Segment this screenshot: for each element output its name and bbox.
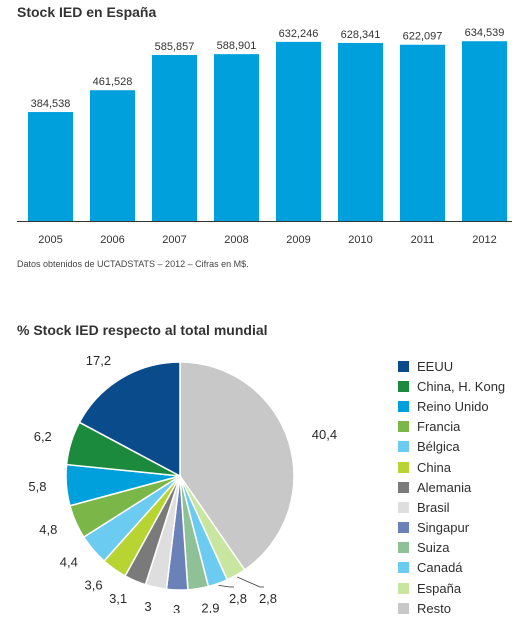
legend-swatch: [398, 522, 409, 534]
legend-item: España: [398, 578, 505, 598]
legend-swatch: [398, 481, 409, 493]
legend-item: Reino Unido: [398, 396, 505, 416]
pie-value-label: 3,1: [109, 591, 127, 606]
pie-chart-title: % Stock IED respecto al total mundial: [17, 322, 268, 338]
bar-value-label: 588,901: [217, 40, 257, 52]
leader-line: [236, 576, 264, 588]
bar-2005: [28, 112, 73, 221]
legend-swatch: [398, 421, 409, 433]
pie-value-label: 6,2: [34, 429, 52, 444]
legend-swatch: [398, 562, 409, 574]
legend-label: Singapur: [417, 520, 470, 536]
bar-value-label: 461,528: [93, 76, 133, 88]
legend-swatch: [398, 400, 409, 412]
bar-2009: [276, 41, 321, 221]
legend-swatch: [398, 360, 409, 372]
legend-item: EEUU: [398, 356, 505, 376]
pie-legend: EEUU China, H. Kong Reino Unido Francia Bélg…: [398, 356, 505, 618]
x-tick-label: 2012: [472, 234, 496, 246]
legend-item: Alemania: [398, 477, 505, 497]
legend-item: Singapur: [398, 518, 505, 538]
legend-swatch: [398, 582, 409, 594]
legend-swatch: [398, 461, 409, 473]
x-tick-label: 2006: [100, 234, 124, 246]
legend-swatch: [398, 441, 409, 453]
legend-item: China, H. Kong: [398, 376, 505, 396]
legend-item: China: [398, 457, 505, 477]
legend-label: España: [417, 580, 462, 596]
pie-value-label: 4,4: [60, 555, 78, 570]
bar-2008: [214, 54, 259, 222]
pie-value-label: 3: [144, 599, 151, 613]
bar-2011: [400, 44, 445, 221]
bar-value-label: 634,539: [465, 27, 505, 39]
x-tick-label: 2008: [224, 234, 248, 246]
pie-value-label: 3: [173, 602, 180, 613]
legend-item: Resto: [398, 598, 505, 618]
bar-2007: [152, 55, 197, 221]
bar-value-label: 622,097: [403, 31, 443, 43]
x-tick-label: 2007: [162, 234, 186, 246]
bar-value-label: 585,857: [155, 41, 195, 53]
pie-value-label: 5,8: [28, 479, 46, 494]
legend-label: Alemania: [417, 479, 472, 495]
pie-value-label: 17,2: [86, 353, 111, 368]
bar-2012: [462, 41, 507, 221]
legend-item: Canadá: [398, 558, 505, 578]
bar-chart-source-note: Datos obtenidos de UCTADSTATS – 2012 – C…: [17, 259, 249, 269]
legend-label: Resto: [417, 600, 451, 616]
pie-slice-eeuu: [78, 361, 181, 478]
legend-label: EEUU: [417, 358, 454, 374]
legend-swatch: [398, 602, 409, 614]
leader-line: [218, 584, 234, 588]
bar-2010: [338, 42, 383, 222]
legend-label: China: [417, 459, 451, 475]
bar-value-label: 628,341: [341, 29, 381, 41]
legend-item: Suiza: [398, 538, 505, 558]
legend-item: Brasil: [398, 497, 505, 517]
legend-swatch: [398, 501, 409, 513]
pie-value-label: 2,9: [201, 600, 219, 613]
legend-label: Suiza: [417, 540, 450, 556]
legend-label: China, H. Kong: [417, 378, 506, 394]
legend-label: Bélgica: [417, 439, 460, 455]
bar-chart-title: Stock IED en España: [17, 4, 157, 20]
bar-2006: [90, 90, 135, 221]
x-tick-label: 2005: [38, 234, 62, 246]
pie-value-label: 2,8: [229, 591, 247, 606]
pie-value-label: 3,6: [85, 577, 103, 592]
pie-value-label: 40,4: [312, 427, 337, 442]
x-tick-label: 2010: [348, 234, 372, 246]
bar-chart: 384,538 2005 461,528 2006 585,857 2007 588,901…: [17, 27, 512, 246]
legend-swatch: [398, 542, 409, 554]
pie-value-label: 4,8: [39, 522, 57, 537]
pie-slice-resto: [179, 361, 295, 571]
legend-item: Bélgica: [398, 437, 505, 457]
legend-swatch: [398, 380, 409, 392]
x-tick-label: 2009: [286, 234, 310, 246]
x-tick-label: 2011: [411, 234, 435, 246]
legend-label: Francia: [417, 419, 461, 435]
legend-label: Canadá: [417, 560, 463, 576]
legend-item: Francia: [398, 417, 505, 437]
legend-label: Brasil: [417, 499, 450, 515]
pie-value-label: 2,8: [259, 591, 277, 606]
bar-value-label: 384,538: [31, 98, 71, 110]
legend-label: Reino Unido: [417, 398, 489, 414]
bar-value-label: 632,246: [279, 28, 319, 40]
